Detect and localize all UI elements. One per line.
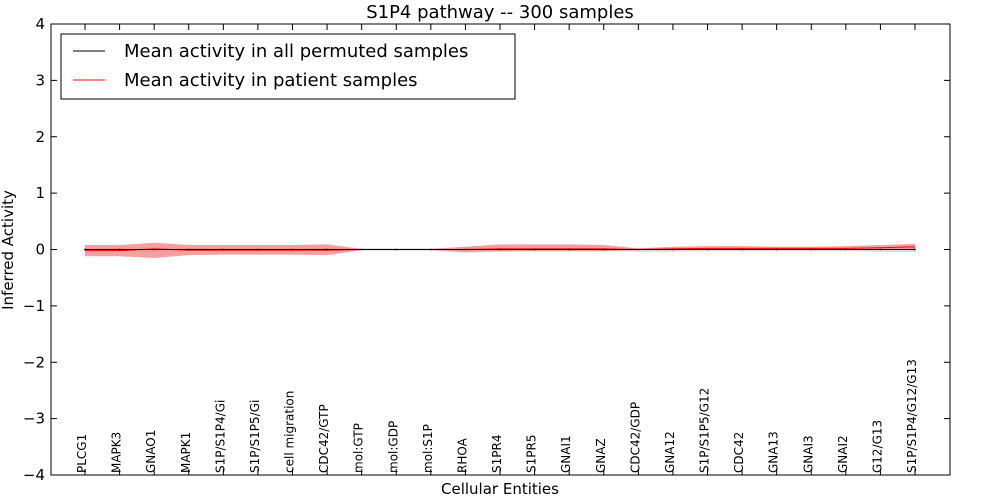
point-permuted <box>222 248 225 251</box>
x-category-label: MAPK1 <box>179 432 193 473</box>
category-labels: PLCG1 MAPK3 GNAO1 MAPK1 S1P/S1P4/Gi S1P/S1P5/… <box>75 359 919 473</box>
point-permuted <box>326 248 328 251</box>
point-permuted <box>499 248 501 251</box>
x-category-label: S1PR4 <box>490 435 504 473</box>
x-category-label: GNAI2 <box>836 435 850 473</box>
point-permuted <box>672 248 674 251</box>
x-category-label: GNAI1 <box>559 435 573 473</box>
point-permuted <box>360 248 363 251</box>
legend-label-patient: Mean activity in patient samples <box>124 70 418 91</box>
point-permuted <box>118 248 121 251</box>
x-category-label: S1PR5 <box>525 435 539 473</box>
point-permuted <box>153 248 156 251</box>
x-category-label: GNAO1 <box>144 430 158 473</box>
point-permuted <box>291 248 294 251</box>
y-tick-label: −2 <box>23 353 45 371</box>
point-permuted <box>257 248 259 251</box>
point-permuted <box>741 248 743 251</box>
y-axis-ticks: 4 3 2 1 0 −1 −2 −3 −4 <box>23 15 950 484</box>
point-permuted <box>706 248 709 251</box>
y-tick-label: 2 <box>35 128 45 146</box>
x-category-label: S1P/S1P4/Gi <box>213 400 227 473</box>
point-permuted <box>637 248 640 251</box>
y-tick-label: 4 <box>35 15 45 33</box>
y-tick-label: −4 <box>23 466 45 484</box>
point-permuted <box>810 248 813 251</box>
x-category-label: mol:S1P <box>421 424 435 473</box>
point-permuted <box>533 248 536 251</box>
chart-title: S1P4 pathway -- 300 samples <box>366 2 634 23</box>
x-category-label: S1P/S1P5/Gi <box>248 400 262 473</box>
x-category-label: GNAZ <box>594 438 608 473</box>
legend-label-permuted: Mean activity in all permuted samples <box>124 41 468 62</box>
legend: Mean activity in all permuted samples Me… <box>60 33 516 100</box>
plot-frame <box>50 23 951 476</box>
point-permuted <box>187 248 190 251</box>
y-axis-title: Inferred Activity <box>0 190 17 310</box>
x-category-label: mol:GTP <box>352 423 366 473</box>
y-tick-label: 3 <box>35 71 45 89</box>
x-category-label: MAPK3 <box>110 432 124 473</box>
point-permuted <box>464 248 467 251</box>
point-permuted <box>429 248 432 251</box>
x-category-label: GNAI3 <box>801 435 815 473</box>
point-permuted <box>602 248 605 251</box>
point-permuted <box>844 248 847 251</box>
x-axis-title: Cellular Entities <box>441 480 559 498</box>
x-category-label: S1P/S1P5/G12 <box>698 388 712 473</box>
series-lines <box>84 246 916 252</box>
x-category-label: CDC42 <box>732 432 746 473</box>
point-permuted <box>568 248 571 251</box>
x-category-label: RHOA <box>455 437 469 473</box>
y-tick-label: 0 <box>35 241 45 259</box>
x-category-label: S1P/S1P4/G12/G13 <box>905 359 919 473</box>
x-category-label: PLCG1 <box>75 434 89 473</box>
x-category-label: GNA13 <box>767 431 781 473</box>
y-tick-label: 1 <box>35 184 45 202</box>
x-category-label: GNA12 <box>663 431 677 473</box>
point-permuted <box>914 248 916 251</box>
x-category-label: CDC42/GTP <box>317 404 331 473</box>
point-permuted <box>395 248 398 251</box>
x-category-label: G12/G13 <box>870 420 884 473</box>
y-tick-label: −3 <box>23 410 45 428</box>
point-permuted <box>775 248 778 251</box>
point-permuted <box>879 248 882 251</box>
x-category-label: cell migration <box>283 391 297 473</box>
x-category-label: mol:GDP <box>386 421 400 473</box>
y-tick-label: −1 <box>23 297 45 315</box>
legend-box <box>60 33 516 100</box>
x-category-label: CDC42/GDP <box>628 402 642 473</box>
point-permuted <box>84 248 86 251</box>
